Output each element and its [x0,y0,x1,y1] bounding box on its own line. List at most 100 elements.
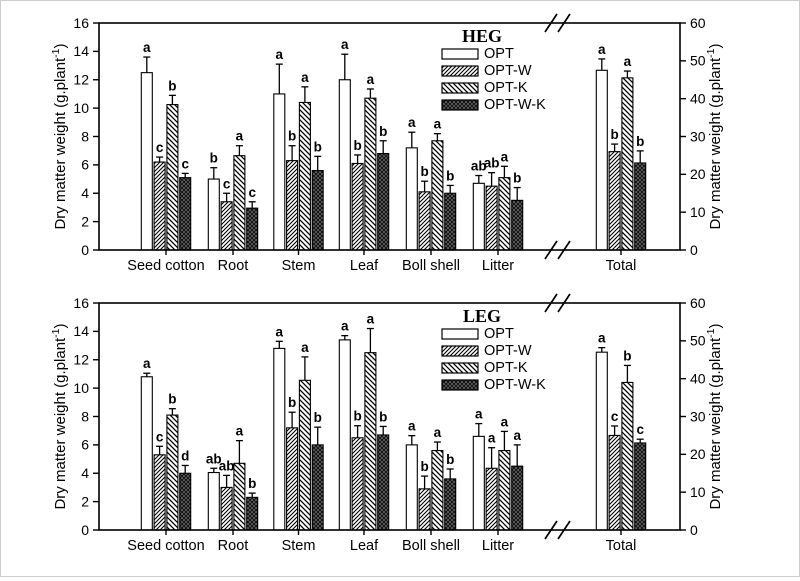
y-tick-label: 8 [81,128,89,144]
significance-letter: a [301,340,309,355]
y-tick-label: 6 [81,437,89,453]
bar [273,347,286,531]
y2-tick-label: 40 [690,370,706,386]
axis-break-slash [557,13,571,33]
legend-label: OPT-W [484,343,532,359]
y2-tick-label: 10 [690,484,706,500]
y-tick-label: 10 [73,100,89,116]
bar [273,93,286,251]
significance-letter: a [598,331,606,346]
legend-label: OPT-W [484,63,532,79]
axis-break-slash [544,293,558,313]
bar [498,449,511,531]
legend-swatch-OPT [441,328,479,340]
significance-letter: b [446,168,454,183]
significance-letter: b [288,395,296,410]
bar [233,462,246,531]
significance-letter: b [513,171,521,186]
y-tick-label: 4 [81,465,89,481]
bar [166,104,179,251]
significance-letter: a [236,129,244,144]
x-category-label: Boll shell [402,258,460,274]
y2-tick-label: 60 [690,295,706,311]
bar [207,471,220,531]
bar [485,467,498,531]
legend-label: OPT-K [484,360,528,376]
bar [444,478,457,531]
bar [220,201,233,251]
bar [364,97,377,251]
significance-letter: c [181,156,189,171]
bar [298,101,311,251]
bar [377,434,390,531]
axis-break-slash [557,520,571,540]
significance-letter: b [420,164,428,179]
significance-letter: c [223,176,231,191]
bar [364,352,377,531]
significance-letter: a [301,70,309,85]
significance-letter: a [408,419,416,434]
y-tick-label: 14 [73,43,89,59]
bar [246,496,259,531]
y2-tick-label: 0 [690,242,698,258]
significance-letter: ab [219,458,235,473]
significance-letter: a [236,424,244,439]
bar [179,472,192,531]
significance-letter: a [501,414,509,429]
y-tick-label: 6 [81,157,89,173]
y-tick-label: 0 [81,522,89,538]
significance-letter: a [341,37,349,52]
significance-letter: a [624,54,632,69]
y-tick-label: 2 [81,493,89,509]
bar [179,177,192,251]
legend-swatch-OPT-W-K [441,99,479,111]
y-tick-label: 0 [81,242,89,258]
x-category-label: Leaf [350,538,379,554]
bar [351,162,364,251]
y2-tick-label: 40 [690,90,706,106]
bar [286,427,299,531]
y-tick-label: 4 [81,185,89,201]
bar [431,140,444,251]
significance-letter: b [610,127,618,142]
legend-label: OPT [484,46,514,62]
significance-letter: ab [484,156,500,171]
bar [472,435,485,531]
y-tick-label: 16 [73,15,89,31]
significance-letter: a [341,319,349,334]
x-category-label: Seed cotton [127,538,204,554]
significance-letter: b [353,409,361,424]
bar [418,488,431,531]
bar [595,351,608,531]
y-tick-label: 12 [73,72,89,88]
axis-break-slash [544,520,558,540]
significance-letter: a [434,117,442,132]
bar [608,434,621,531]
y-tick-label: 12 [73,352,89,368]
legend-label: OPT-K [484,80,528,96]
x-category-label: Stem [282,538,316,554]
bar [351,437,364,531]
legend-swatch-OPT-K [441,82,479,94]
x-category-label: Root [218,538,249,554]
bar [405,147,418,251]
y2-tick-label: 30 [690,128,706,144]
bar [207,178,220,251]
bar [153,454,166,531]
x-category-label: Boll shell [402,538,460,554]
y-tick-label: 2 [81,213,89,229]
significance-letter: c [156,140,164,155]
bar [220,486,233,531]
right-axis-label: Dry matter weight (g.plant-1) [705,43,724,229]
significance-letter: a [408,115,416,130]
y2-tick-label: 60 [690,15,706,31]
significance-letter: a [276,47,284,62]
x-category-label: Total [606,538,637,554]
panel-title: LEG [463,306,501,326]
significance-letter: b [420,459,428,474]
significance-letter: a [488,431,496,446]
significance-letter: d [181,448,189,463]
bar [405,444,418,531]
